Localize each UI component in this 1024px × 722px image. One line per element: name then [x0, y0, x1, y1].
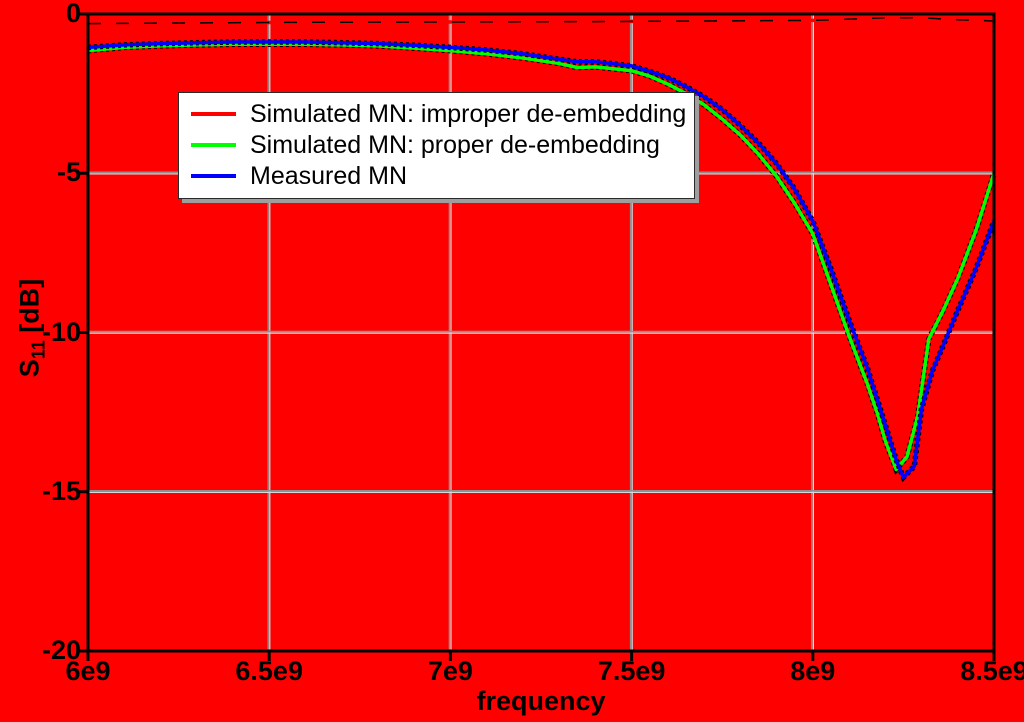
x-axis-title: frequency [476, 686, 606, 716]
x-tick-mark [992, 651, 996, 661]
y-tick-label: -20 [41, 635, 81, 665]
y-tick-label: -10 [41, 316, 81, 347]
y-axis-title-prefix: S [14, 359, 45, 378]
legend-label: Simulated MN: improper de-embedding [250, 99, 687, 128]
y-tick-label: -15 [41, 475, 81, 506]
y-tick-mark [78, 12, 88, 16]
curve-2 [87, 40, 996, 480]
y-axis-title-suffix: [dB] [14, 278, 45, 341]
x-tick-label: 7e9 [427, 656, 473, 686]
x-tick-label: 6.5e9 [235, 656, 303, 686]
y-tick-label: 0 [65, 0, 81, 28]
legend-label: Simulated MN: proper de-embedding [250, 130, 660, 159]
legend-line-sample [191, 111, 236, 116]
y-tick-mark [78, 649, 88, 653]
x-tick-mark [86, 651, 90, 661]
legend-line-sample [191, 173, 236, 178]
x-tick-mark [811, 651, 815, 661]
x-tick-label: 6e9 [65, 656, 111, 686]
x-tick-mark [267, 651, 271, 661]
curve-fringe-0 [87, 17, 995, 25]
curve-0 [87, 16, 995, 26]
x-tick-mark [630, 651, 634, 661]
y-tick-mark [78, 331, 88, 334]
legend-item: Measured MN [191, 160, 684, 191]
y-tick-mark [78, 490, 88, 494]
legend-line-sample [191, 142, 236, 147]
x-tick-mark [448, 651, 452, 661]
legend: Simulated MN: improper de-embedding Simul… [178, 92, 695, 199]
legend-item: Simulated MN: proper de-embedding [191, 129, 684, 160]
x-tick-label: 8e9 [790, 656, 836, 686]
y-axis-title-subscript: 11 [28, 340, 49, 360]
legend-label: Measured MN [250, 161, 407, 190]
x-tick-label: 7.5e9 [597, 656, 666, 686]
legend-item: Simulated MN: improper de-embedding [191, 98, 687, 129]
x-tick-label: 8.5e9 [960, 656, 1024, 686]
y-tick-label: -5 [56, 157, 81, 188]
y-tick-mark [78, 171, 88, 175]
